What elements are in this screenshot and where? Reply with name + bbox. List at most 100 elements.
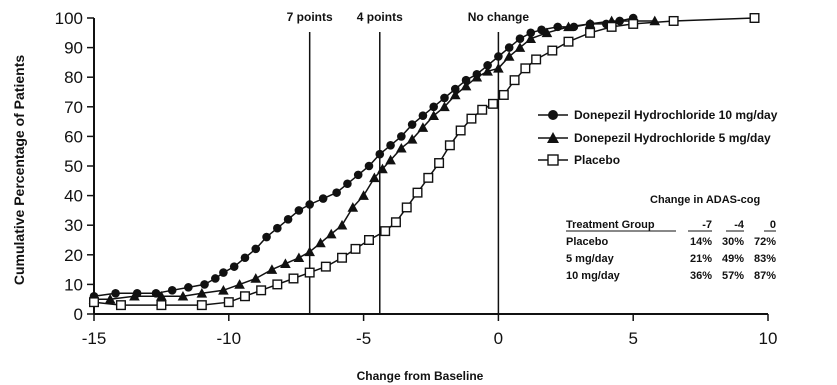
data-point	[514, 42, 526, 52]
data-point	[304, 267, 315, 278]
data-point	[466, 113, 477, 124]
data-point	[251, 244, 261, 254]
data-point	[129, 290, 140, 301]
data-point	[104, 293, 116, 304]
data-point	[200, 280, 209, 289]
legend-label: Donepezil Hydrochloride 10 mg/day	[574, 108, 778, 122]
data-point	[294, 206, 304, 215]
data-point	[429, 102, 438, 112]
table-cell: 57%	[722, 270, 744, 282]
data-point	[273, 223, 282, 233]
data-point	[234, 279, 245, 289]
data-point	[336, 219, 348, 230]
data-point	[240, 253, 250, 263]
series-3	[88, 12, 760, 311]
table-cell: 30%	[722, 236, 744, 248]
data-point	[417, 122, 429, 132]
data-point	[250, 273, 262, 283]
data-point	[525, 33, 537, 44]
series-layer	[88, 12, 760, 311]
x-axis-title: Change from Baseline	[357, 369, 484, 383]
data-point	[219, 268, 228, 277]
data-point	[585, 27, 596, 38]
table-header-cell: -4	[734, 219, 745, 231]
data-point	[606, 21, 617, 32]
y-tick-label: 10	[64, 275, 83, 294]
data-point	[397, 132, 406, 141]
data-point	[115, 300, 126, 311]
data-point	[498, 89, 509, 100]
data-point	[272, 279, 283, 290]
table-cell: 10 mg/day	[566, 270, 621, 282]
data-point	[455, 125, 466, 136]
data-point	[280, 258, 291, 268]
data-point	[288, 273, 299, 284]
data-point	[332, 188, 341, 197]
data-point	[471, 71, 483, 82]
data-point	[515, 34, 525, 44]
y-tick-label: 0	[74, 305, 83, 324]
data-point	[283, 214, 293, 224]
table-header-cell: 0	[770, 219, 776, 231]
table-cell: 14%	[690, 236, 712, 248]
data-point	[439, 101, 450, 112]
data-point	[494, 52, 503, 61]
data-point	[526, 28, 536, 38]
data-point	[347, 202, 359, 212]
data-point	[343, 179, 352, 189]
reference-line-label: 4 points	[357, 10, 403, 24]
data-point	[423, 172, 434, 183]
data-point	[305, 200, 314, 209]
y-tick-label: 80	[64, 68, 83, 87]
y-tick-label: 60	[64, 127, 83, 146]
data-point	[167, 286, 177, 295]
axes: 0 10 20 30 40 50 60 70 80 90 100 -15 -10 -5 0 5 10	[55, 9, 778, 348]
data-point	[293, 252, 305, 263]
data-point	[401, 202, 412, 213]
data-point	[668, 15, 679, 26]
data-point	[483, 61, 492, 70]
table-cell: 5 mg/day	[566, 253, 615, 265]
table-cell: 72%	[754, 236, 776, 248]
x-tick-label: 0	[494, 329, 503, 348]
data-point	[418, 111, 428, 120]
data-point	[111, 288, 120, 298]
data-point	[363, 234, 374, 245]
data-point	[266, 264, 278, 274]
data-point	[509, 75, 520, 86]
x-tick-label: 5	[628, 329, 637, 348]
data-point	[229, 262, 239, 271]
data-point	[156, 290, 167, 301]
data-point	[628, 18, 639, 29]
x-tick-label: -5	[356, 329, 371, 348]
table-cell: 49%	[722, 253, 744, 265]
series-line	[94, 20, 655, 300]
x-tick-label: 10	[759, 329, 778, 348]
data-point	[211, 274, 220, 283]
series-line	[93, 17, 755, 306]
legend-marker	[547, 132, 559, 143]
table-cell: Placebo	[566, 236, 608, 248]
legend: Donepezil Hydrochloride 10 mg/day Donepez…	[538, 108, 778, 167]
series-2	[88, 15, 661, 304]
data-point	[440, 93, 449, 103]
table-caption: Change in ADAS-cog	[650, 194, 760, 206]
data-point	[218, 285, 229, 295]
data-point	[350, 243, 361, 254]
data-point	[184, 283, 193, 292]
legend-label: Placebo	[574, 153, 620, 167]
data-point	[537, 25, 546, 35]
data-point	[304, 246, 315, 257]
x-tick-label: -10	[217, 329, 242, 348]
data-point	[390, 217, 401, 228]
data-point	[364, 161, 374, 171]
y-tick-label: 20	[64, 246, 83, 265]
data-point	[385, 154, 396, 165]
data-point	[460, 80, 472, 91]
data-point	[749, 12, 760, 24]
table-cell: 83%	[754, 253, 776, 265]
table-cell: 87%	[754, 270, 776, 282]
data-point	[239, 291, 250, 302]
data-point	[375, 149, 385, 159]
